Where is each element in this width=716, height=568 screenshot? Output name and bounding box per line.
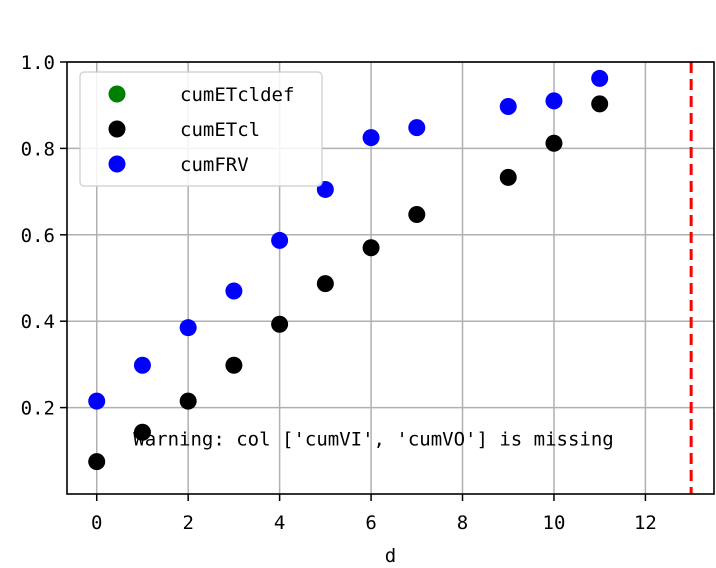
point-cumFRV — [179, 319, 197, 337]
point-cumFRV — [271, 231, 289, 249]
legend-label: cumETcldef — [180, 84, 294, 106]
x-tick-label: 0 — [91, 512, 102, 534]
y-tick-label: 0.6 — [21, 225, 55, 247]
point-cumETcl — [316, 275, 334, 293]
x-tick-label: 10 — [543, 512, 566, 534]
legend-marker — [108, 120, 126, 138]
point-cumETcl — [362, 239, 380, 257]
point-cumETcl — [179, 392, 197, 410]
legend-label: cumFRV — [180, 154, 249, 176]
point-cumETcl — [408, 205, 426, 223]
point-cumFRV — [591, 69, 609, 87]
point-cumETcl — [591, 95, 609, 113]
x-tick-label: 4 — [274, 512, 285, 534]
ticks: 0 2 4 6 8 10 12 0.2 0.4 0.6 0.8 1.0 — [21, 52, 657, 534]
y-tick-label: 1.0 — [21, 52, 55, 74]
point-cumFRV — [225, 282, 243, 300]
x-tick-label: 12 — [634, 512, 657, 534]
legend-marker — [108, 85, 126, 103]
x-tick-label: 6 — [365, 512, 376, 534]
y-tick-label: 0.2 — [21, 398, 55, 420]
axes — [66, 61, 715, 495]
point-cumFRV — [362, 129, 380, 147]
legend-box — [79, 71, 323, 187]
point-cumETcl — [271, 315, 289, 333]
point-cumETcl — [133, 423, 151, 441]
y-tick-label: 0.4 — [21, 311, 55, 333]
point-cumETcl — [545, 134, 563, 152]
point-cumFRV — [88, 392, 106, 410]
point-cumFRV — [545, 92, 563, 110]
point-cumETcl — [225, 356, 243, 374]
legend: cumETcldef cumETcl cumFRV — [79, 71, 323, 187]
legend-label: cumETcl — [180, 119, 260, 141]
point-cumFRV — [133, 356, 151, 374]
point-cumFRV — [408, 119, 426, 137]
point-cumETcl — [88, 453, 106, 471]
data-points — [88, 69, 609, 471]
point-cumETcl — [499, 168, 517, 186]
y-tick-label: 0.8 — [21, 138, 55, 160]
x-tick-label: 8 — [457, 512, 468, 534]
legend-marker — [108, 155, 126, 173]
plot-frame — [66, 61, 715, 495]
warning-annotation: Warning: col ['cumVI', 'cumVO'] is missi… — [133, 429, 613, 451]
point-cumFRV — [499, 97, 517, 115]
x-axis-label: d — [385, 545, 396, 567]
x-tick-label: 2 — [182, 512, 193, 534]
